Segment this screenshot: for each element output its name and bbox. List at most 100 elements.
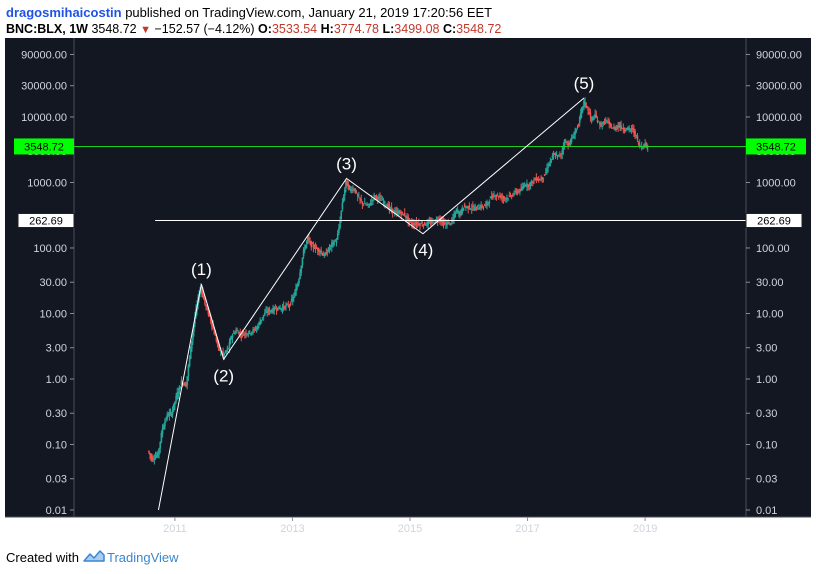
- candle-body: [409, 220, 412, 222]
- candle-body: [363, 202, 366, 204]
- close-value: 3548.72: [456, 22, 502, 36]
- candle-body: [454, 212, 457, 218]
- low-label: L:: [382, 22, 395, 36]
- candle-body: [326, 252, 329, 254]
- candle-body: [177, 391, 180, 396]
- candle-body: [247, 333, 250, 335]
- candle-body: [563, 139, 566, 147]
- candle-body: [468, 205, 471, 209]
- candle-body: [148, 450, 150, 453]
- candle-body: [610, 127, 613, 129]
- candle-body: [623, 129, 626, 132]
- candle-body: [522, 185, 525, 189]
- candle-body: [643, 144, 645, 146]
- candle-body: [418, 223, 420, 226]
- candle-body: [323, 254, 326, 256]
- candle-body: [202, 290, 204, 298]
- candle-body: [245, 332, 247, 335]
- candle-body: [400, 213, 402, 216]
- level-tag-left: [17, 213, 75, 229]
- candle-body: [480, 205, 482, 209]
- candle-body: [445, 223, 447, 225]
- candle-body: [449, 223, 452, 225]
- created-with-text: Created with: [6, 550, 79, 565]
- candle-body: [588, 112, 591, 115]
- candle-body: [176, 392, 179, 399]
- candle-body: [547, 167, 549, 168]
- candle-body: [295, 288, 297, 296]
- candle-body: [154, 456, 157, 459]
- candle-body: [421, 225, 424, 226]
- y-tick-label: 0.01: [756, 505, 777, 517]
- candle-body: [485, 204, 487, 206]
- candle-body: [208, 311, 211, 317]
- x-tick-label: 2015: [398, 523, 422, 535]
- candle-body: [550, 159, 553, 161]
- candle-body: [386, 206, 388, 208]
- candle-body: [320, 250, 322, 253]
- candle-body: [301, 257, 304, 266]
- candle-body: [226, 348, 229, 350]
- candle-body: [201, 289, 203, 293]
- candle-body: [171, 409, 174, 415]
- wave-label: (2): [213, 366, 234, 385]
- tradingview-brand[interactable]: TradingView: [106, 550, 179, 565]
- candle-body: [540, 179, 542, 181]
- candle-body: [266, 311, 268, 313]
- candle-body: [366, 204, 368, 206]
- candle-body: [356, 194, 359, 197]
- candle-body: [542, 177, 545, 179]
- candle-body: [170, 413, 173, 416]
- candle-body: [303, 249, 306, 251]
- author-name[interactable]: dragosmihaicostin: [6, 5, 122, 20]
- candle-body: [237, 332, 239, 334]
- candle-body: [405, 215, 407, 218]
- x-tick-label: 2011: [163, 523, 187, 535]
- candle-body: [461, 207, 464, 213]
- candle-body: [372, 199, 374, 201]
- y-tick-label: 90000.00: [756, 49, 802, 61]
- candle-body: [489, 196, 492, 199]
- candle-body: [469, 208, 472, 210]
- y-tick-label: 100.00: [33, 243, 67, 255]
- candle-body: [275, 309, 278, 311]
- candle-body: [576, 126, 579, 128]
- candle-body: [297, 282, 299, 287]
- candle-body: [442, 221, 445, 227]
- candle-body: [483, 205, 486, 206]
- y-tick-label: 3.00: [756, 343, 777, 355]
- candle-body: [602, 121, 605, 124]
- candle-body: [291, 297, 294, 302]
- candle-body: [470, 208, 473, 210]
- candle-body: [535, 177, 538, 181]
- candle-body: [178, 386, 181, 391]
- candle-body: [396, 211, 398, 213]
- candle-body: [593, 118, 595, 120]
- candle-body: [169, 412, 172, 414]
- y-tick-label: 30000.00: [756, 81, 802, 93]
- candle-body: [327, 247, 330, 252]
- candle-body: [635, 135, 638, 136]
- footer: Created with TradingView: [6, 549, 179, 566]
- candle-body: [636, 135, 639, 140]
- candle-body: [397, 211, 399, 215]
- candle-body: [188, 356, 191, 366]
- candle-body: [578, 116, 581, 123]
- candle-body: [618, 125, 620, 127]
- candle-body: [218, 346, 221, 350]
- y-tick-label: 10.00: [39, 308, 67, 320]
- high-value: 3774.78: [333, 22, 379, 36]
- wave-label: (1): [191, 260, 212, 279]
- candle-body: [159, 441, 162, 449]
- candle-body: [416, 223, 419, 225]
- candle-body: [526, 183, 528, 186]
- candle-body: [590, 117, 593, 119]
- candle-body: [620, 125, 622, 129]
- candle-body: [482, 206, 485, 208]
- candle-body: [355, 192, 358, 194]
- y-tick-label: 90000.00: [21, 49, 67, 61]
- candle-body: [153, 459, 156, 460]
- candle-body: [640, 146, 643, 148]
- y-tick-label: 1.00: [756, 374, 777, 386]
